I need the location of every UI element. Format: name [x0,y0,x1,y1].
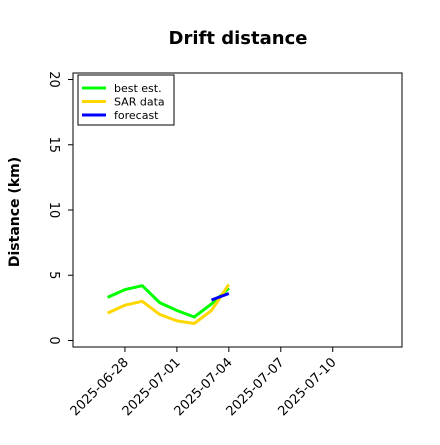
series-line-sar-data [106,283,231,325]
legend-label: best est. [114,82,162,95]
y-tick-label: 20 [46,71,61,88]
series-line-forecast [210,292,230,302]
y-tick-label: 0 [46,336,61,344]
legend-label: forecast [114,109,159,122]
y-tick-label: 5 [46,271,61,279]
y-tick-label: 15 [46,136,61,153]
series-line-best-est [106,284,230,319]
chart-title: Drift distance [169,28,308,49]
y-axis-label: Distance (km) [7,157,23,267]
y-tick-label: 10 [46,202,61,219]
legend-label: SAR data [114,96,165,109]
series-layer [106,283,231,325]
